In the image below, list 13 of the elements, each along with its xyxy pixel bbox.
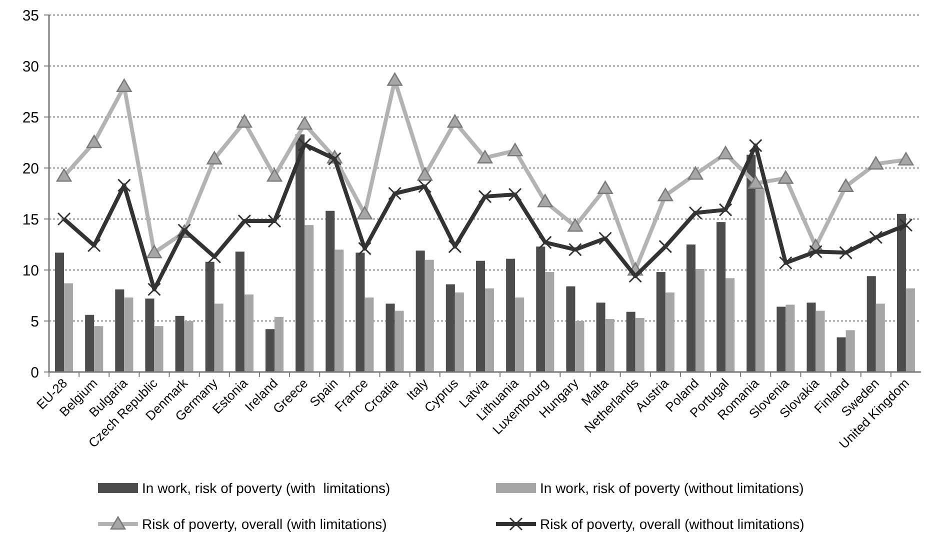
y-tick-label: 15: [22, 211, 39, 228]
y-tick-label: 0: [30, 364, 39, 382]
x-tick-label: Italy: [404, 375, 432, 403]
y-tick-label: 25: [22, 109, 39, 126]
y-tick-label: 30: [22, 58, 39, 76]
legend-label: Risk of poverty, overall (without limitations): [540, 516, 804, 532]
y-tick-label: 10: [22, 262, 39, 280]
legend-label: Risk of poverty, overall (with limitations): [142, 516, 387, 532]
y-tick-label: 35: [22, 7, 39, 24]
legend-label: In work, risk of poverty (without limitations): [540, 480, 804, 496]
y-tick-label: 5: [30, 313, 39, 330]
legend-label: In work, risk of poverty (with limitations): [142, 480, 390, 496]
y-tick-label: 20: [22, 160, 39, 178]
